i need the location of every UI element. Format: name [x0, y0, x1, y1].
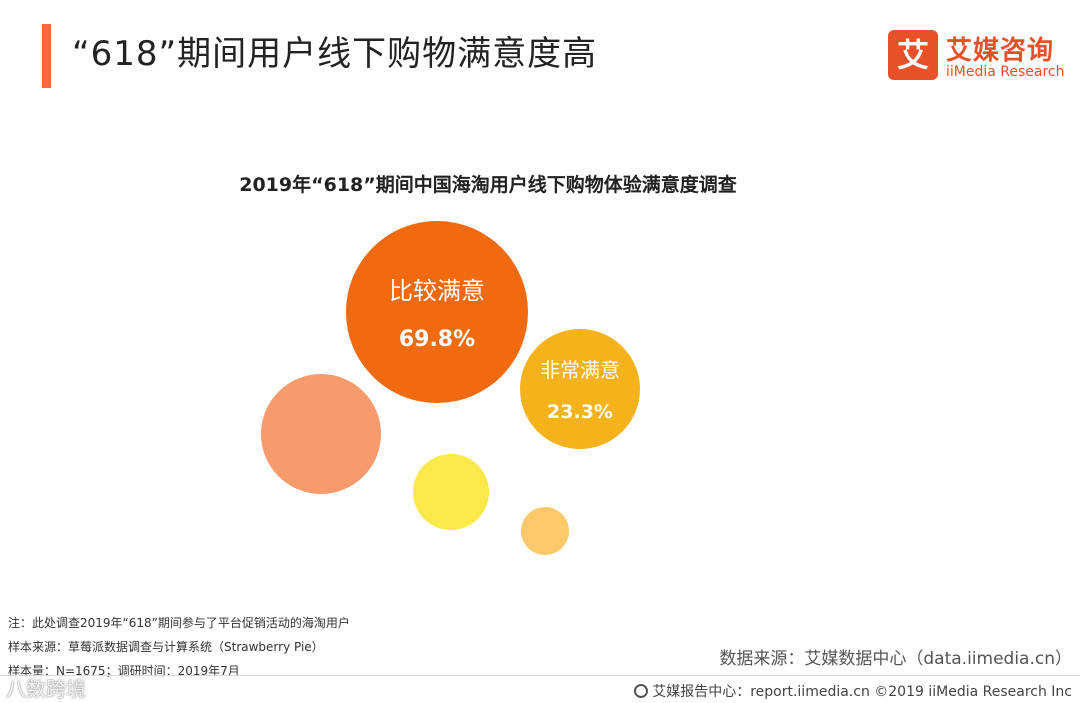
page-title: “618”期间用户线下购物满意度高	[72, 34, 598, 74]
note-text: 注：此处调查2019年“618”期间参与了平台促销活动的海淘用户	[8, 616, 350, 630]
bubble-fairly-satisfied	[346, 221, 528, 403]
bubble-very-satisfied	[520, 329, 640, 449]
bubble-label: 非常满意	[540, 358, 620, 382]
logo-name-en: iiMedia Research	[946, 64, 1065, 80]
bubble-label: 比较满意	[389, 277, 485, 305]
decor-bubble	[521, 507, 569, 555]
bubble-value-label: 69.8%	[399, 327, 475, 352]
bubble-value-label: 23.3%	[547, 401, 613, 423]
footer-text: 艾媒报告中心：report.iimedia.cn ©2019 iiMedia R…	[652, 684, 1072, 700]
watermark: 八数跨境	[6, 677, 86, 701]
logo-name-cn: 艾媒咨询	[946, 36, 1055, 66]
logo-mark: 艾	[888, 30, 938, 80]
sample-size-text: 样本量：N=1675；调研时间：2019年7月	[8, 664, 240, 678]
iimedia-logo: 艾 艾媒咨询 iiMedia Research	[888, 30, 1068, 82]
chart-title: 2019年“618”期间中国海淘用户线下购物体验满意度调查	[239, 174, 737, 196]
footer-divider	[0, 675, 1080, 676]
sample-source-text: 样本来源：草莓派数据调查与计算系统（Strawberry Pie）	[8, 640, 324, 654]
title-accent-bar	[42, 24, 51, 88]
decor-bubble	[261, 374, 381, 494]
decor-bubble	[413, 454, 489, 530]
footer: 艾媒报告中心：report.iimedia.cn ©2019 iiMedia R…	[634, 681, 1072, 701]
report-center-icon	[634, 684, 649, 698]
data-source: 数据来源：艾媒数据中心（data.iimedia.cn）	[719, 649, 1072, 669]
